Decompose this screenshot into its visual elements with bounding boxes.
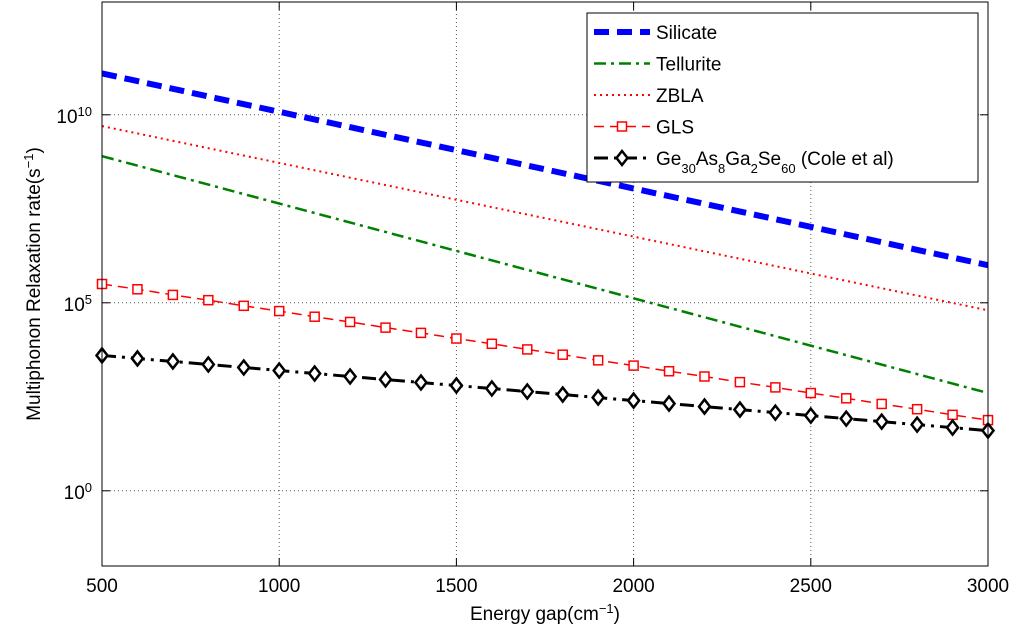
y-axis-title-sup: −1 — [21, 154, 36, 169]
data-point — [165, 352, 180, 371]
series-line — [101, 154, 989, 395]
x-tick-label: 3000 — [967, 576, 1009, 597]
legend-entry: Ge30As8Ga2Se60 (Cole et al) — [594, 148, 894, 176]
legend-label: GLS — [656, 118, 694, 139]
x-tick-label: 2000 — [612, 576, 654, 597]
legend-entry: ZBLA — [594, 86, 704, 107]
x-tick-label: 1500 — [435, 576, 477, 597]
x-axis-title-end: ) — [614, 604, 620, 625]
data-point — [486, 338, 498, 350]
data-point — [520, 382, 535, 401]
y-axis-title: Multiphonon Relaxation rate(s−1) — [21, 147, 46, 421]
x-tick-label: 1000 — [258, 576, 300, 597]
data-point — [167, 289, 179, 301]
series-ge30as8ga2se60 — [94, 346, 996, 440]
data-point — [484, 379, 499, 398]
axes-frame — [101, 1, 989, 567]
data-point — [591, 388, 606, 407]
data-point — [876, 398, 887, 410]
data-point — [451, 333, 462, 344]
data-point — [413, 373, 429, 392]
y-axis-title-main: Multiphonon Relaxation rate(s — [24, 168, 45, 420]
x-tick-label: 2500 — [790, 576, 832, 597]
data-point — [911, 403, 923, 415]
data-point — [699, 371, 710, 382]
data-point — [628, 360, 639, 371]
y-tick-label: 100 — [64, 479, 92, 504]
data-point — [768, 403, 783, 422]
legend-label: Silicate — [656, 23, 717, 44]
data-point — [130, 349, 145, 368]
data-point — [663, 365, 675, 377]
data-point — [661, 394, 677, 413]
data-point — [697, 397, 712, 416]
data-point — [415, 327, 427, 339]
y-tick-label: 105 — [64, 291, 92, 316]
data-point — [238, 300, 250, 312]
data-point — [203, 294, 214, 306]
legend-marker — [616, 121, 628, 132]
data-point — [840, 393, 852, 404]
data-point — [557, 349, 568, 360]
data-point — [307, 364, 322, 383]
x-axis-title-main: Energy gap(cm — [470, 604, 599, 625]
data-point — [839, 409, 854, 428]
data-point — [945, 418, 960, 437]
series-line — [101, 125, 989, 312]
data-point — [803, 406, 818, 425]
data-point — [380, 322, 391, 333]
data-point — [732, 400, 748, 419]
data-point — [910, 415, 925, 434]
series-line — [101, 283, 989, 421]
data-point — [201, 355, 216, 374]
data-point — [309, 311, 320, 322]
series-silicate — [101, 70, 989, 269]
data-point — [132, 284, 143, 295]
data-point — [626, 391, 641, 410]
data-point — [734, 376, 746, 388]
y-axis-title-end: ) — [24, 147, 45, 153]
x-tick-label: 500 — [86, 576, 118, 597]
data-point — [770, 382, 781, 393]
legend-box — [586, 12, 979, 183]
data-point — [555, 385, 570, 404]
series-line — [101, 70, 989, 269]
legend-label: Tellurite — [656, 55, 721, 76]
data-point — [272, 361, 287, 380]
data-point — [522, 344, 533, 355]
legend: Silicate Tellurite ZBLA GLS Ge30As8Ga2Se60 (… — [586, 12, 979, 183]
data-point — [342, 367, 358, 386]
x-axis-title-sup: −1 — [599, 601, 614, 616]
data-point — [805, 387, 817, 399]
data-point — [378, 370, 393, 389]
data-point — [874, 412, 889, 431]
data-point — [344, 316, 356, 328]
data-point — [449, 376, 464, 395]
y-tick-label: 1010 — [56, 103, 92, 128]
data-point — [236, 358, 251, 377]
data-point — [273, 305, 285, 317]
ticks-group: 500 1000 1500 2000 2500 3000 100 105 1010 — [56, 2, 1009, 597]
legend-label: Ge30As8Ga2Se60 (Cole et al) — [656, 149, 894, 176]
legend-label: ZBLA — [656, 86, 704, 107]
legend-marker — [614, 148, 630, 168]
legend-entry: Silicate — [594, 23, 717, 44]
series-tellurite — [101, 154, 989, 395]
legend-entry: Tellurite — [594, 55, 721, 76]
legend-entry: GLS — [594, 118, 694, 139]
data-point — [592, 355, 604, 366]
series-zbla — [101, 125, 989, 312]
data-point — [947, 409, 958, 421]
x-axis-title: Energy gap(cm−1) — [470, 601, 620, 626]
